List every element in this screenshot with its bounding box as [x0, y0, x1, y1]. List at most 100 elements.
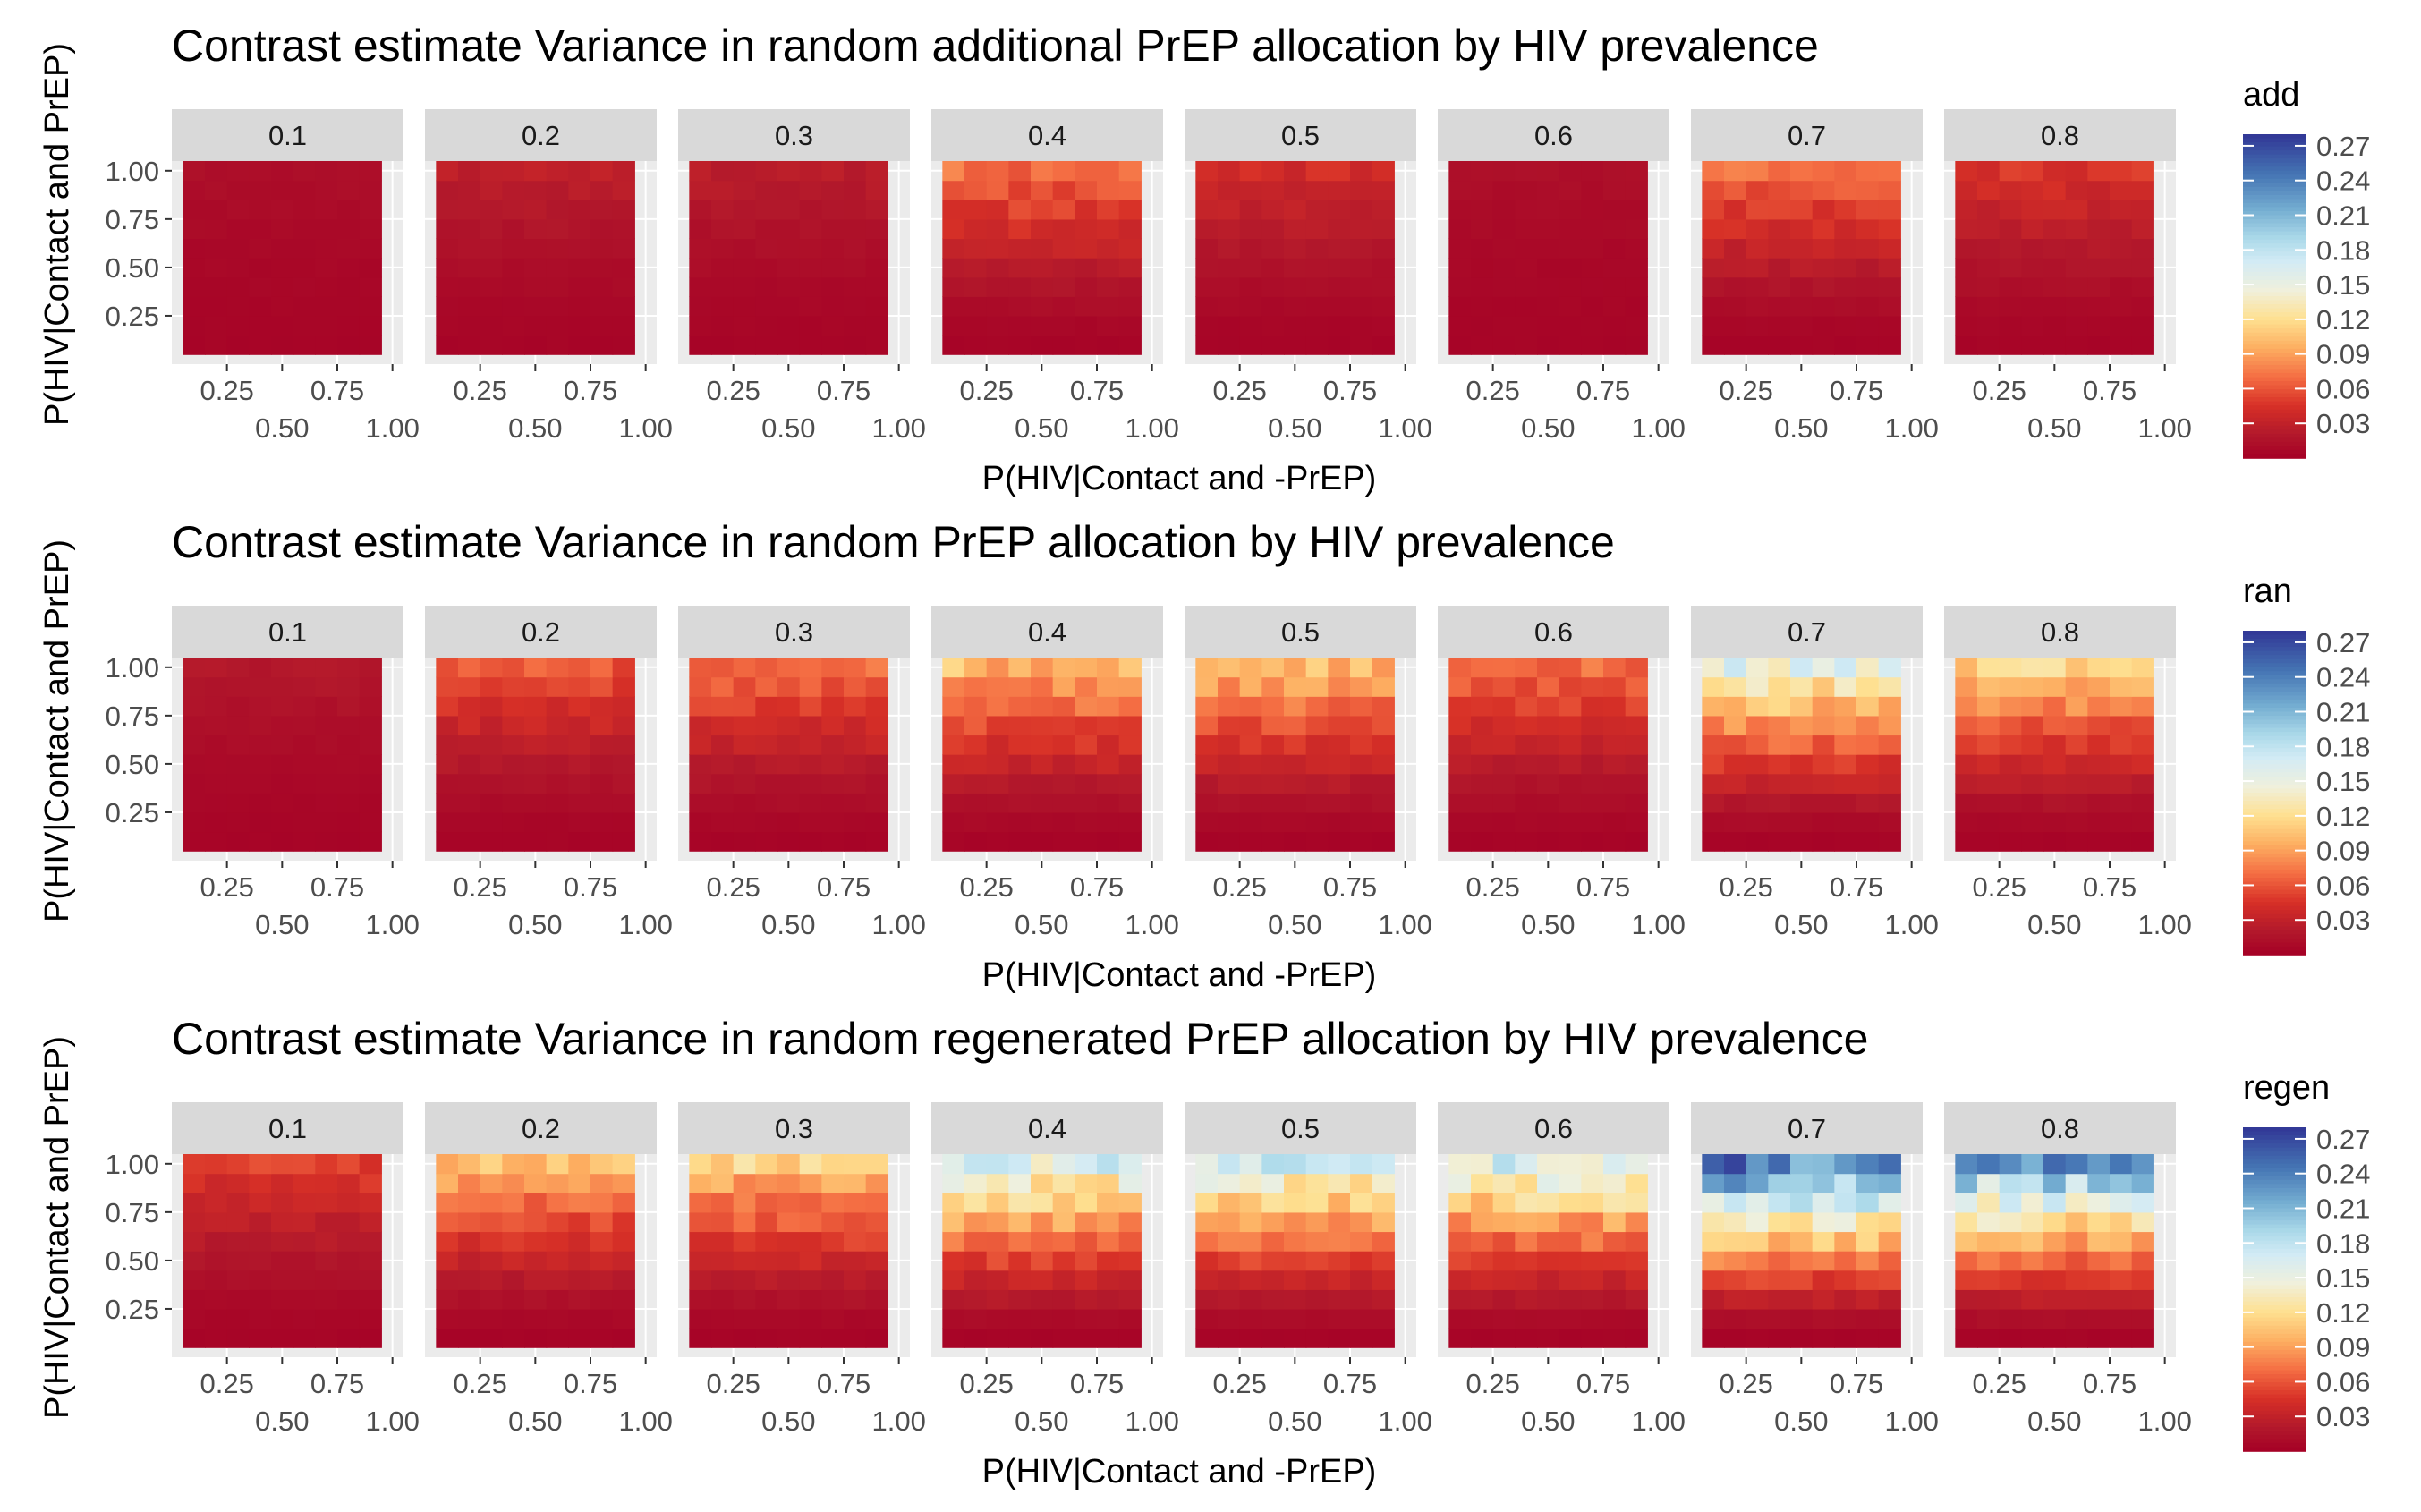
heatmap-tile — [293, 296, 316, 317]
heatmap-tile — [1052, 676, 1075, 697]
heatmap-tile — [1999, 180, 2022, 200]
heatmap-tile — [1603, 676, 1627, 697]
heatmap-tile — [568, 811, 591, 833]
heatmap-tile — [568, 200, 591, 220]
heatmap-tile — [337, 715, 361, 736]
heatmap-tile — [271, 1289, 294, 1310]
heatmap-tile — [480, 1231, 503, 1252]
heatmap-tile — [1581, 1154, 1604, 1175]
heatmap-tile — [271, 811, 294, 833]
heatmap-tile — [458, 773, 481, 794]
heatmap-tile — [249, 793, 272, 813]
heatmap-tile — [568, 218, 591, 240]
heatmap-tile — [733, 1251, 756, 1271]
heatmap-tiles — [1195, 1154, 1395, 1348]
heatmap-tile — [1471, 238, 1494, 259]
heatmap-tile — [1559, 715, 1582, 736]
heatmap-tile — [1328, 793, 1351, 813]
heatmap-tile — [1218, 180, 1241, 200]
heatmap-tile — [1724, 276, 1747, 297]
heatmap-tile — [755, 238, 778, 259]
colorbar-segment — [2243, 1305, 2306, 1311]
heatmap-tile — [337, 754, 361, 775]
heatmap-tile — [1537, 1211, 1560, 1233]
heatmap-tile — [436, 831, 459, 852]
x-axis-label: P(HIV|Contact and -PrEP) — [982, 1453, 1377, 1491]
heatmap-tile — [1118, 315, 1142, 336]
heatmap-tile — [844, 676, 867, 697]
heatmap-tile — [1977, 831, 2001, 852]
heatmap-tile — [1471, 296, 1494, 317]
x-tick-label: 1.00 — [618, 412, 672, 444]
heatmap-tile — [568, 831, 591, 852]
heatmap-tile — [2021, 258, 2044, 278]
heatmap-tile — [1724, 1328, 1747, 1348]
colorbar-segment — [2243, 1285, 2306, 1290]
heatmap-tile — [1471, 200, 1494, 220]
heatmap-tile — [1812, 1251, 1835, 1271]
heatmap-tile — [568, 315, 591, 336]
heatmap-tile — [2131, 1328, 2154, 1348]
heatmap-tile — [711, 773, 735, 794]
colorbar-segment — [2243, 1447, 2306, 1452]
x-tick-label: 0.50 — [2027, 909, 2081, 940]
heatmap-tile — [1218, 773, 1241, 794]
heatmap-tile — [1955, 1193, 1978, 1213]
heatmap-tile — [777, 1270, 801, 1290]
heatmap-tile — [271, 180, 294, 200]
heatmap-tile — [1790, 276, 1814, 297]
heatmap-tile — [1581, 218, 1604, 240]
heatmap-tile — [755, 180, 778, 200]
heatmap-tile — [1008, 1251, 1032, 1271]
colorbar-segment — [2243, 1195, 2306, 1202]
heatmap-tile — [1603, 1211, 1627, 1233]
heatmap-tile — [612, 735, 635, 755]
heatmap-tile — [1999, 161, 2022, 182]
facet-strip — [425, 606, 657, 658]
heatmap-tile — [964, 735, 988, 755]
heatmap-tile — [1790, 315, 1814, 336]
heatmap-tile — [865, 161, 888, 182]
heatmap-tile — [205, 1270, 228, 1290]
heatmap-tile — [1052, 658, 1075, 678]
heatmap-tile — [942, 296, 965, 317]
heatmap-tile — [1603, 831, 1627, 852]
heatmap-tile — [2021, 180, 2044, 200]
heatmap-tile — [2110, 1231, 2133, 1252]
heatmap-tile — [1625, 258, 1648, 278]
heatmap-tile — [1052, 754, 1075, 775]
heatmap-tile — [205, 258, 228, 278]
heatmap-tile — [2087, 315, 2111, 336]
heatmap-tile — [293, 696, 316, 717]
heatmap-tile — [1052, 1154, 1075, 1175]
legend-tick-label: 0.06 — [2316, 870, 2370, 901]
heatmap-tile — [986, 218, 1009, 240]
heatmap-tile — [1515, 276, 1538, 297]
heatmap-tile — [546, 258, 569, 278]
heatmap-tile — [480, 200, 503, 220]
heatmap-tile — [546, 1270, 569, 1290]
heatmap-tile — [1812, 218, 1835, 240]
heatmap-tile — [1350, 773, 1373, 794]
heatmap-tile — [1559, 218, 1582, 240]
heatmap-tile — [568, 754, 591, 775]
heatmap-tile — [249, 238, 272, 259]
heatmap-tile — [1350, 276, 1373, 297]
heatmap-tile — [1075, 1173, 1098, 1193]
heatmap-tile — [986, 754, 1009, 775]
heatmap-tile — [1218, 276, 1241, 297]
heatmap-tile — [1559, 258, 1582, 278]
heatmap-tile — [2110, 793, 2133, 813]
heatmap-tile — [1790, 1328, 1814, 1348]
heatmap-tile — [1702, 161, 1725, 182]
heatmap-tile — [1768, 1193, 1791, 1213]
heatmap-tile — [568, 161, 591, 182]
x-tick-label: 1.00 — [1378, 909, 1431, 940]
x-tick-label: 0.50 — [761, 909, 815, 940]
heatmap-tile — [799, 676, 822, 697]
heatmap-tile — [502, 676, 525, 697]
colorbar-segment — [2243, 1414, 2306, 1420]
x-tick-label: 0.75 — [1070, 1368, 1124, 1399]
heatmap-tile — [844, 258, 867, 278]
heatmap-tile — [524, 658, 548, 678]
